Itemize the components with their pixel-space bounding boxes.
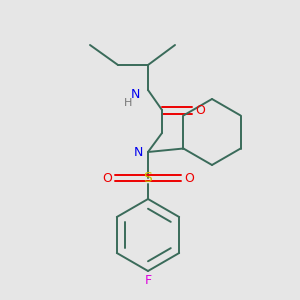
Text: S: S — [144, 171, 152, 185]
Text: N: N — [133, 146, 143, 158]
Text: O: O — [195, 103, 205, 116]
Text: F: F — [144, 274, 152, 287]
Text: O: O — [102, 172, 112, 184]
Text: O: O — [184, 172, 194, 184]
Text: H: H — [124, 98, 132, 108]
Text: N: N — [130, 88, 140, 101]
